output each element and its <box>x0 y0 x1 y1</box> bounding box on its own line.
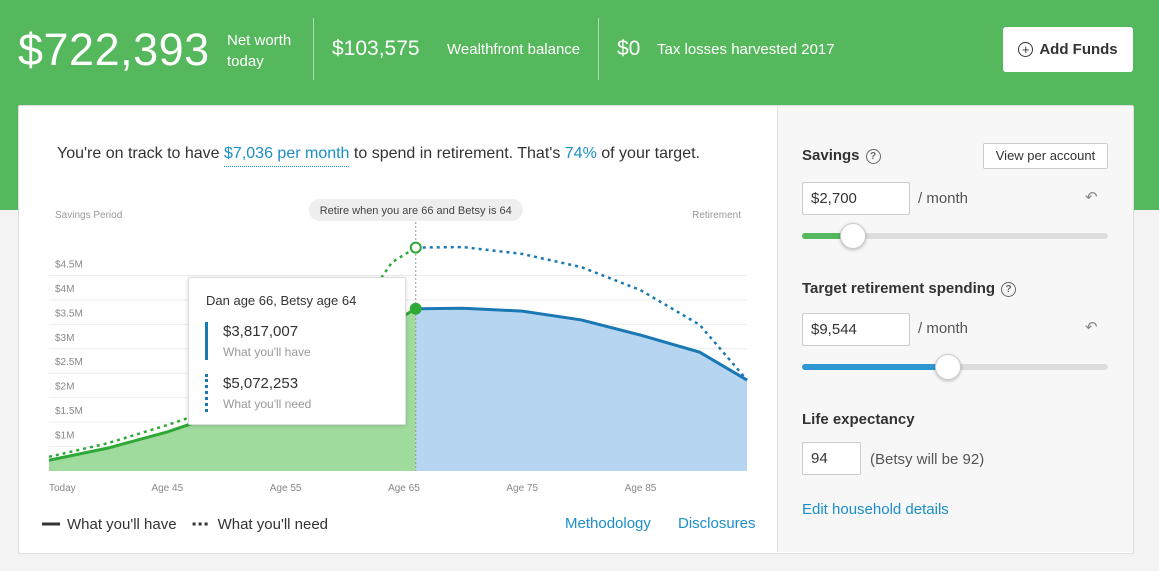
marker <box>409 302 422 315</box>
line <box>415 306 748 382</box>
summary-text: You're on track to have <box>57 145 220 162</box>
edit-household-link[interactable]: Edit household details <box>802 501 949 518</box>
area <box>415 308 747 471</box>
y-tick-label: $1M <box>55 431 74 442</box>
monthly-amount[interactable]: $7,036 per month <box>224 145 350 167</box>
spending-input[interactable]: $9,544 <box>802 313 910 346</box>
methodology-link[interactable]: Methodology <box>565 515 651 532</box>
separator <box>598 18 599 80</box>
marker <box>409 241 422 254</box>
need-value: $5,072,253 <box>223 375 299 392</box>
spending-label: Target retirement spending? <box>802 280 1017 297</box>
period-label: Savings Period <box>55 210 122 221</box>
tooltip: Dan age 66, Betsy age 64 $3,817,007 What… <box>188 277 406 425</box>
add-funds-label: Add Funds <box>1039 41 1118 58</box>
per-month: / month <box>918 190 969 207</box>
tax-losses: $0 <box>617 37 641 60</box>
tax-losses-label: Tax losses harvested 2017 <box>657 41 835 58</box>
y-tick-label: $3.5M <box>55 308 83 319</box>
y-tick-label: $2M <box>55 382 74 393</box>
slider-knob[interactable] <box>840 223 866 249</box>
retire-label: Retire when you are 66 and Betsy is 64 <box>320 205 512 217</box>
x-tick-label: Age 45 <box>151 483 183 494</box>
savings-input[interactable]: $2,700 <box>802 182 910 215</box>
slider-knob[interactable] <box>935 354 961 380</box>
have-label: What you'll have <box>223 345 311 359</box>
per-month: / month <box>918 320 969 337</box>
y-tick-label: $2.5M <box>55 357 83 368</box>
plus-icon: + <box>1018 42 1034 57</box>
slider-fill <box>802 364 948 370</box>
savings-slider[interactable] <box>802 233 1108 239</box>
x-tick-label: Age 85 <box>625 483 657 494</box>
life-label: Life expectancy <box>802 411 915 428</box>
spending-text: Target retirement spending <box>802 280 996 297</box>
savings-text: Savings <box>802 147 860 164</box>
undo-icon[interactable]: ↶ <box>1085 189 1098 206</box>
life-input[interactable]: 94 <box>802 442 861 475</box>
disclosures-link[interactable]: Disclosures <box>678 515 756 532</box>
view-per-account-button[interactable]: View per account <box>983 143 1108 169</box>
legend-label: What you'll have <box>67 516 177 533</box>
retire-pill <box>308 199 523 221</box>
tooltip-title: Dan age 66, Betsy age 64 <box>206 293 357 308</box>
line <box>48 246 417 459</box>
period-label: Retirement <box>692 210 741 221</box>
net-worth: $722,393 <box>18 24 210 75</box>
x-tick-label: Age 65 <box>388 483 420 494</box>
help-icon[interactable]: ? <box>865 149 881 164</box>
need-swatch <box>205 374 208 412</box>
help-icon[interactable]: ? <box>1001 282 1017 297</box>
need-label: What you'll need <box>223 397 312 411</box>
x-tick-label: Today <box>49 483 76 494</box>
y-tick-label: $3M <box>55 333 74 344</box>
add-funds-button[interactable]: + Add Funds <box>1003 27 1133 72</box>
slider-fill <box>802 233 853 239</box>
life-note: (Betsy will be 92) <box>870 451 985 468</box>
y-tick-label: $1.5M <box>55 406 83 417</box>
summary-text: of your target. <box>601 145 700 162</box>
legend-label: What you'll need <box>218 516 328 533</box>
y-tick-label: $4.5M <box>55 259 83 270</box>
summary-text: to spend in retirement. That's <box>353 145 561 162</box>
undo-icon[interactable]: ↶ <box>1085 319 1098 336</box>
have-swatch <box>205 322 208 360</box>
have-value: $3,817,007 <box>223 323 299 340</box>
summary: You're on track to have $7,036 per month… <box>57 145 700 167</box>
balance-label: Wealthfront balance <box>447 41 581 58</box>
percent: 74% <box>564 145 597 162</box>
separator <box>313 18 314 80</box>
x-tick-label: Age 55 <box>270 483 302 494</box>
x-tick-label: Age 75 <box>506 483 538 494</box>
area <box>49 308 416 471</box>
balance: $103,575 <box>332 37 420 60</box>
y-tick-label: $4M <box>55 284 74 295</box>
savings-label: Savings? <box>802 147 881 164</box>
net-worth-label: Net worth today <box>227 32 292 70</box>
